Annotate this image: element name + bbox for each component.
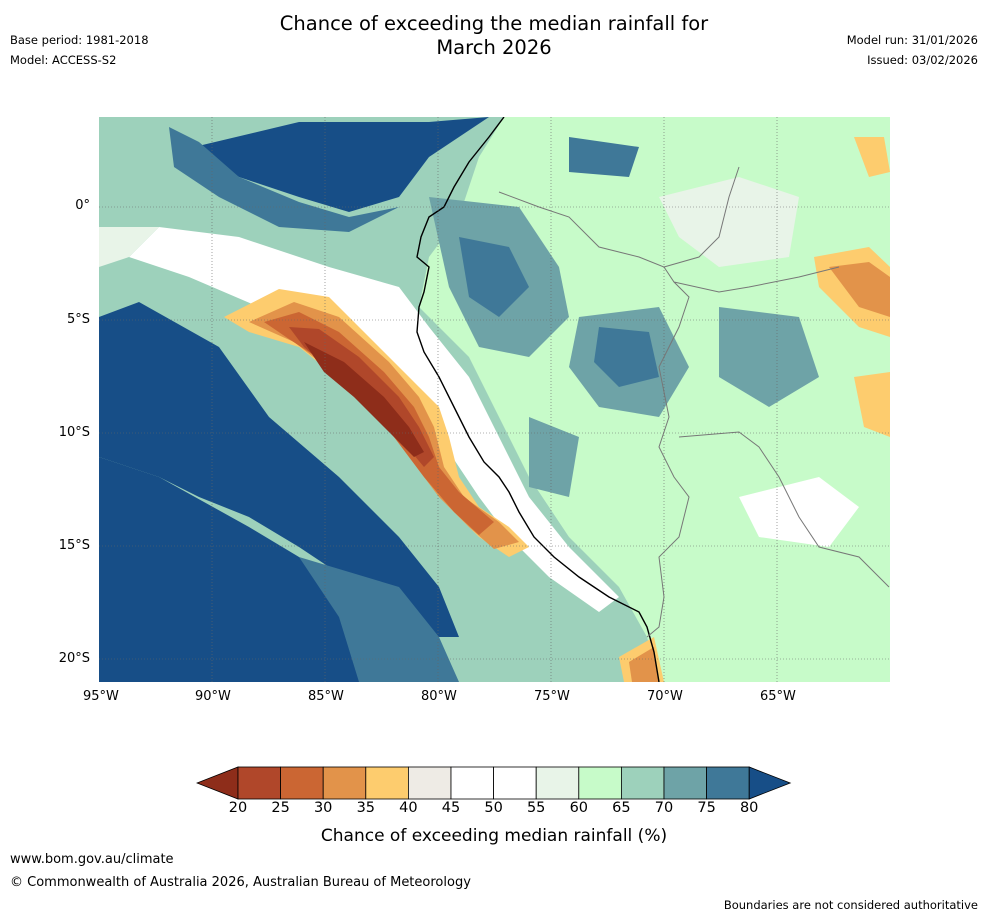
colorbar-tick-label: 50 [484,800,503,816]
colorbar-swatch [578,766,622,800]
colorbar-tick-label: 25 [271,800,290,816]
meta-left: Base period: 1981-2018 Model: ACCESS-S2 [10,30,149,70]
colorbar-tick-label: 70 [654,800,674,816]
coastline [416,117,660,682]
colorbar-tick-label: 75 [697,800,716,816]
colorbar-tick-label: 20 [228,800,248,816]
colorbar-swatch [237,766,281,800]
colorbar-swatch [365,766,409,800]
lon-tick: 90°W [195,689,231,704]
colorbar [196,766,792,800]
title-line-2: March 2026 [436,36,552,59]
lat-tick: 5°S [66,312,90,327]
model-name: Model: ACCESS-S2 [10,53,117,67]
country-borders [498,166,890,638]
model-run: Model run: 31/01/2026 [846,33,978,47]
base-period: Base period: 1981-2018 [10,33,149,47]
issued-date: Issued: 03/02/2026 [867,53,978,67]
footer-url[interactable]: www.bom.gov.au/climate [10,852,174,867]
colorbar-swatch [663,766,707,800]
colorbar-swatch [620,766,665,800]
lon-tick: 95°W [83,689,119,704]
lat-tick: 15°S [58,538,90,553]
colorbar-tick-label: 60 [569,800,589,816]
colorbar-swatch [535,766,580,800]
colorbar-tick-label: 30 [313,800,333,816]
colorbar-tick-label: 45 [441,800,461,816]
colorbar-swatch [450,766,494,800]
colorbar-tick-label: 80 [739,800,759,816]
disclaimer: Boundaries are not considered authoritat… [723,898,978,912]
colorbar-extend-high [748,766,792,800]
colorbar-swatch [322,766,367,800]
colorbar-tick-label: 65 [612,800,631,816]
lon-tick: 70°W [647,689,683,704]
colorbar-swatch [280,766,324,800]
title-line-1: Chance of exceeding the median rainfall … [279,12,709,35]
graticule [99,117,890,682]
meta-right: Model run: 31/01/2026 Issued: 03/02/2026 [847,30,978,70]
lat-tick: 0° [75,198,90,213]
lon-tick: 85°W [308,689,344,704]
ocean-high-region [99,302,459,637]
colorbar-extend-low [196,766,239,800]
rainfall-map [99,117,890,682]
copyright: © Commonwealth of Australia 2026, Austra… [10,875,471,890]
lat-tick: 10°S [58,425,90,440]
colorbar-tick-label: 35 [356,800,376,816]
ocean-north-region [194,117,489,212]
colorbar-swatch [706,766,750,800]
colorbar-swatch [493,766,537,800]
lon-tick: 65°W [760,689,796,704]
colorbar-swatch [407,766,452,800]
lat-tick: 20°S [58,651,90,666]
colorbar-title: Chance of exceeding median rainfall (%) [320,826,668,846]
chart-title: Chance of exceeding the median rainfall … [0,12,988,60]
colorbar-tick-label: 55 [526,800,546,816]
colorbar-tick-label: 40 [399,800,418,816]
lon-tick: 75°W [534,689,570,704]
lon-tick: 80°W [421,689,457,704]
